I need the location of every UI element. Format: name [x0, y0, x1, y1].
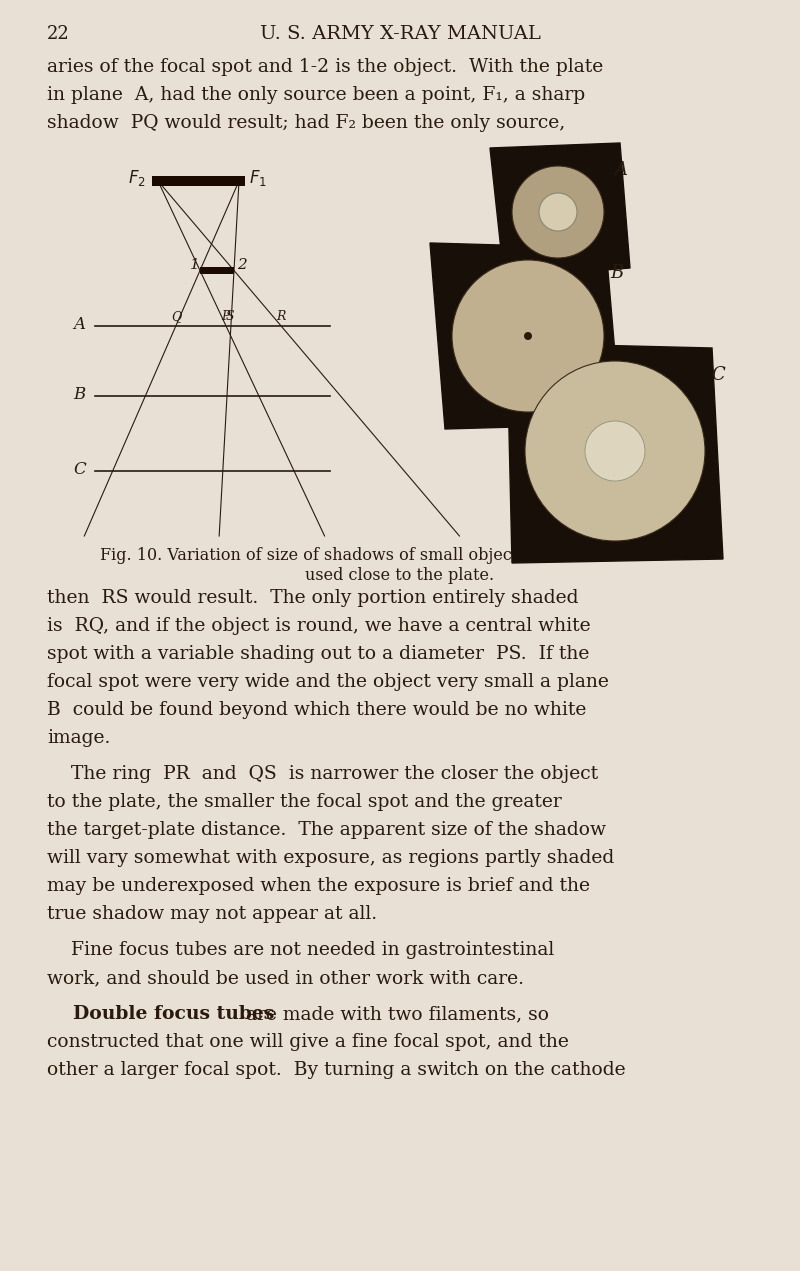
- Text: is  RQ, and if the object is round, we have a central white: is RQ, and if the object is round, we ha…: [47, 616, 590, 636]
- Text: B  could be found beyond which there would be no white: B could be found beyond which there woul…: [47, 702, 586, 719]
- Text: focal spot were very wide and the object very small a plane: focal spot were very wide and the object…: [47, 674, 609, 691]
- Text: to the plate, the smaller the focal spot and the greater: to the plate, the smaller the focal spot…: [47, 793, 562, 811]
- Text: Double focus tubes: Double focus tubes: [47, 1005, 274, 1023]
- Text: spot with a variable shading out to a diameter  PS.  If the: spot with a variable shading out to a di…: [47, 644, 590, 663]
- Circle shape: [452, 261, 604, 412]
- Text: used close to the plate.: used close to the plate.: [306, 567, 494, 583]
- Polygon shape: [507, 343, 723, 563]
- Text: R: R: [276, 310, 286, 323]
- Text: B: B: [73, 386, 86, 403]
- Text: shadow  PQ would result; had F₂ been the only source,: shadow PQ would result; had F₂ been the …: [47, 114, 566, 132]
- Circle shape: [525, 361, 705, 541]
- Circle shape: [539, 193, 577, 231]
- Text: image.: image.: [47, 730, 110, 747]
- Text: may be underexposed when the exposure is brief and the: may be underexposed when the exposure is…: [47, 877, 590, 895]
- Text: C: C: [711, 366, 725, 384]
- Text: work, and should be used in other work with care.: work, and should be used in other work w…: [47, 969, 524, 988]
- Text: true shadow may not appear at all.: true shadow may not appear at all.: [47, 905, 377, 923]
- Text: A: A: [73, 316, 85, 333]
- Bar: [200, 267, 234, 275]
- Text: then  RS would result.  The only portion entirely shaded: then RS would result. The only portion e…: [47, 588, 578, 608]
- Text: U. S. ARMY X-RAY MANUAL: U. S. ARMY X-RAY MANUAL: [259, 25, 541, 43]
- Circle shape: [585, 421, 645, 480]
- Text: $F_1$: $F_1$: [249, 168, 267, 188]
- Text: the target-plate distance.  The apparent size of the shadow: the target-plate distance. The apparent …: [47, 821, 606, 839]
- Text: $F_2$: $F_2$: [128, 168, 146, 188]
- Text: Fine focus tubes are not needed in gastrointestinal: Fine focus tubes are not needed in gastr…: [47, 941, 554, 960]
- Text: other a larger focal spot.  By turning a switch on the cathode: other a larger focal spot. By turning a …: [47, 1061, 626, 1079]
- Text: 1: 1: [190, 258, 200, 272]
- Text: aries of the focal spot and 1-2 is the object.  With the plate: aries of the focal spot and 1-2 is the o…: [47, 58, 603, 76]
- Circle shape: [512, 167, 604, 258]
- Text: C: C: [73, 461, 86, 478]
- Text: The ring  PR  and  QS  is narrower the closer the object: The ring PR and QS is narrower the close…: [47, 765, 598, 783]
- Text: constructed that one will give a fine focal spot, and the: constructed that one will give a fine fo…: [47, 1033, 569, 1051]
- Bar: [152, 175, 245, 186]
- Polygon shape: [430, 243, 621, 430]
- Text: in plane  A, had the only source been a point, F₁, a sharp: in plane A, had the only source been a p…: [47, 86, 586, 104]
- Polygon shape: [490, 144, 630, 278]
- Text: will vary somewhat with exposure, as regions partly shaded: will vary somewhat with exposure, as reg…: [47, 849, 614, 867]
- Text: 22: 22: [47, 25, 70, 43]
- Text: Fig. 10. Variation of size of shadows of small objects when a wide focus is: Fig. 10. Variation of size of shadows of…: [99, 547, 701, 564]
- Text: A: A: [614, 161, 627, 179]
- Text: S: S: [226, 310, 234, 323]
- Text: Q: Q: [171, 310, 181, 323]
- Text: P: P: [221, 310, 230, 323]
- Text: B: B: [610, 264, 623, 282]
- Text: are made with two filaments, so: are made with two filaments, so: [240, 1005, 549, 1023]
- Text: 2: 2: [237, 258, 246, 272]
- Circle shape: [524, 332, 532, 341]
